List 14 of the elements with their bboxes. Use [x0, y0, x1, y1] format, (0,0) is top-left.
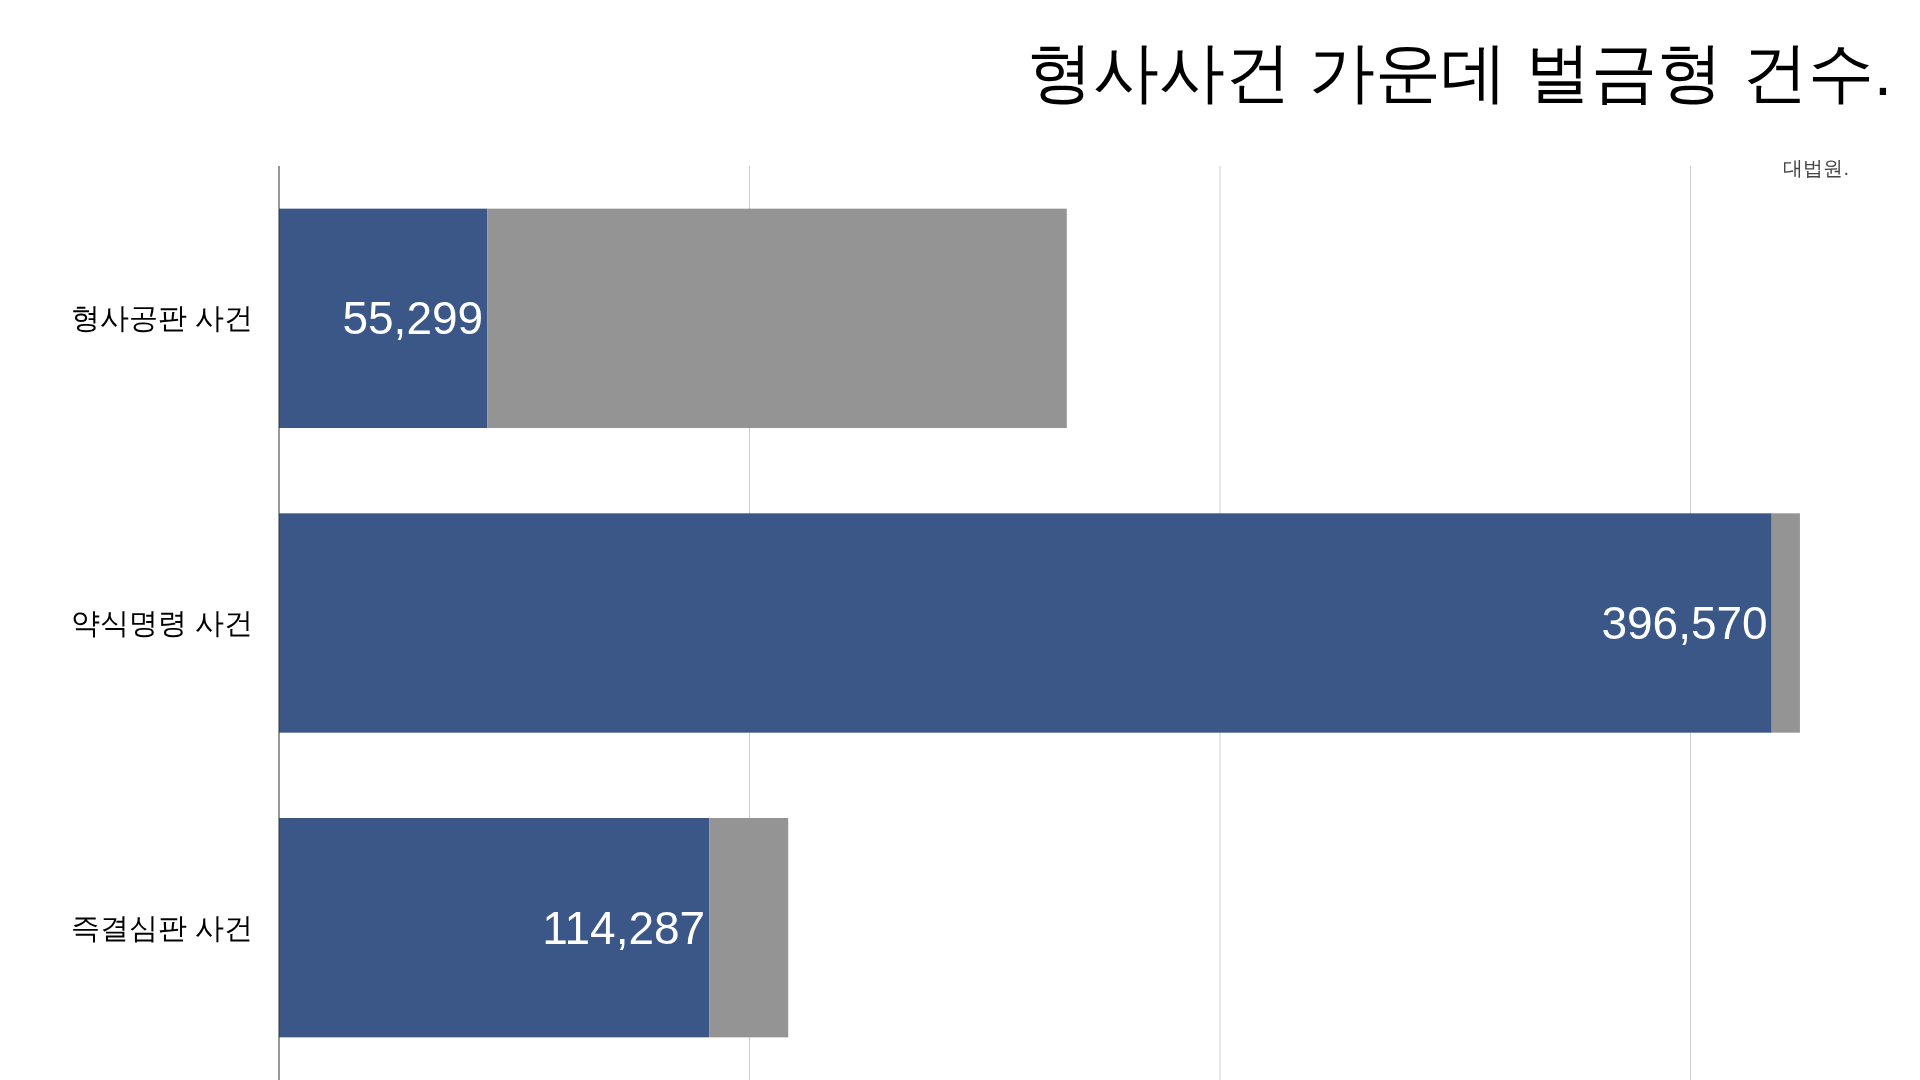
y-tick-label: 약식명령 사건 — [70, 607, 253, 639]
chart-title: 형사사건 가운데 벌금형 건수. — [1026, 35, 1892, 109]
bar — [279, 817, 710, 1038]
annotation: 대법원. — [1783, 157, 1849, 179]
bar — [709, 817, 789, 1038]
bar — [279, 513, 1772, 733]
bar — [1771, 513, 1800, 733]
data-label: 114,287 — [542, 901, 706, 954]
y-tick-label: 형사공판 사건 — [70, 302, 253, 335]
data-label: 55,299 — [342, 292, 484, 345]
data-label: 396,570 — [1601, 597, 1768, 649]
bar — [487, 208, 1067, 429]
bar — [279, 208, 488, 429]
y-tick-label: 즉결심판 사건 — [70, 911, 253, 944]
